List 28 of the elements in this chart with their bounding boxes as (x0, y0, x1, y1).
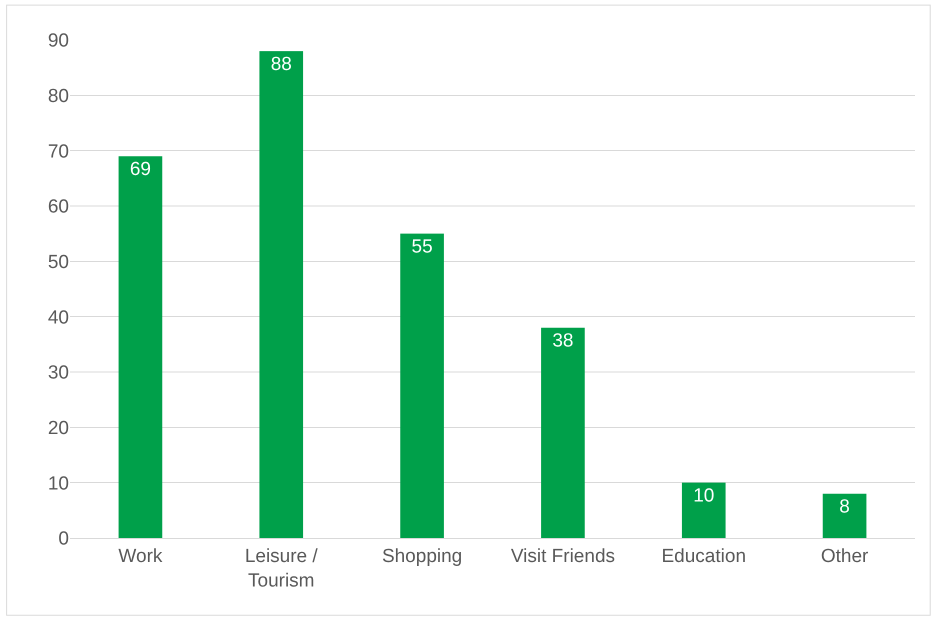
bar (822, 494, 866, 538)
bar (118, 156, 162, 538)
data-label: 10 (693, 486, 714, 507)
y-tick-label: 20 (48, 418, 69, 439)
y-tick-label: 90 (48, 30, 69, 52)
data-label: 8 (839, 496, 850, 518)
bar (400, 234, 444, 538)
data-label: 55 (412, 236, 433, 258)
bar (259, 51, 304, 538)
bar (682, 482, 726, 538)
y-tick-label: 0 (58, 528, 69, 550)
y-tick-label: 60 (48, 196, 69, 218)
bar (541, 328, 585, 538)
data-label: 38 (552, 330, 574, 352)
x-tick-label: Education (661, 546, 746, 567)
y-tick-label: 40 (48, 307, 69, 328)
y-tick-label: 10 (48, 473, 69, 494)
data-label: 88 (270, 54, 292, 76)
y-tick-label: 80 (48, 86, 69, 107)
x-tick-label: Leisure / Tourism (244, 546, 318, 592)
y-tick-label: 70 (48, 141, 69, 162)
data-label: 69 (130, 159, 151, 180)
y-tick-label: 50 (48, 252, 69, 273)
x-tick-label: Work (118, 546, 163, 567)
x-tick-label: Visit Friends (510, 546, 616, 567)
y-tick-label: 30 (48, 362, 69, 384)
x-tick-label: Other (820, 546, 870, 567)
x-tick-label: Shopping (382, 546, 462, 567)
